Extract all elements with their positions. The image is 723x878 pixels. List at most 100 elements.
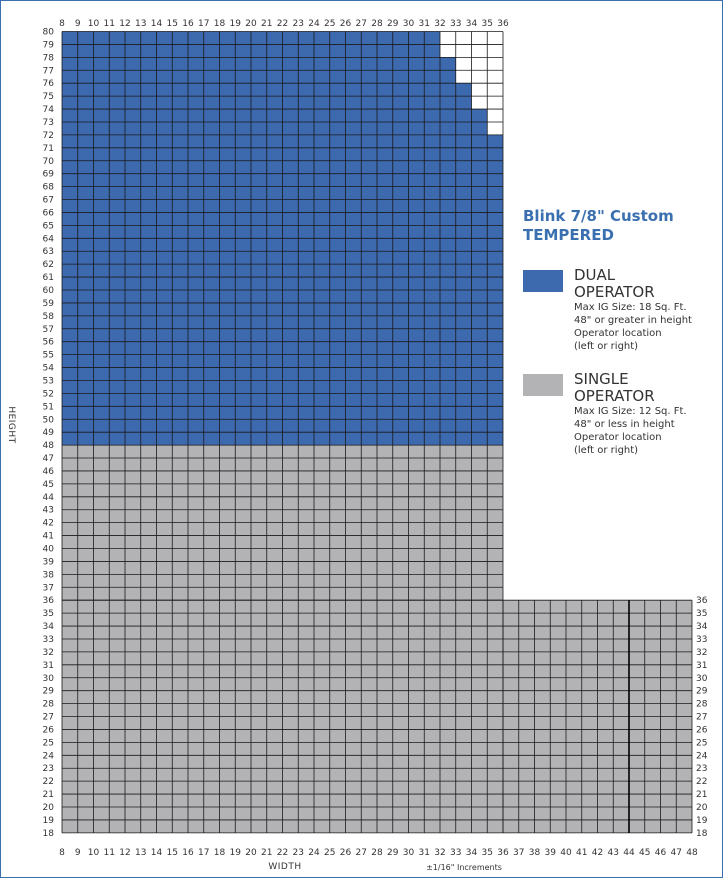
y-tick-left-52: 52: [43, 389, 54, 399]
x-tick-top-14: 14: [151, 19, 163, 29]
y-tick-right-19: 19: [696, 816, 708, 826]
x-tick-bottom-37: 37: [513, 848, 524, 858]
legend-text-dual: DUAL OPERATOR Max IG Size: 18 Sq. Ft. 48…: [574, 267, 719, 353]
legend-desc-dual-4: (left or right): [574, 341, 639, 352]
y-tick-right-23: 23: [696, 764, 707, 774]
y-tick-left-62: 62: [43, 260, 54, 270]
x-tick-bottom-32: 32: [434, 848, 445, 858]
y-tick-left-25: 25: [43, 738, 54, 748]
x-tick-bottom-19: 19: [230, 848, 242, 858]
x-tick-top-34: 34: [466, 19, 478, 29]
x-tick-top-8: 8: [59, 19, 65, 29]
x-tick-bottom-24: 24: [308, 848, 320, 858]
y-tick-left-68: 68: [43, 183, 55, 193]
x-tick-bottom-8: 8: [59, 848, 65, 858]
y-tick-left-72: 72: [43, 131, 54, 141]
y-tick-left-42: 42: [43, 519, 54, 529]
y-tick-left-24: 24: [43, 751, 55, 761]
y-tick-left-71: 71: [43, 144, 54, 154]
y-tick-left-58: 58: [43, 312, 55, 322]
x-tick-bottom-35: 35: [482, 848, 493, 858]
y-tick-left-50: 50: [43, 415, 55, 425]
x-tick-bottom-23: 23: [293, 848, 304, 858]
y-axis-title: HEIGHT: [6, 406, 16, 443]
chart-subtitle: TEMPERED: [523, 226, 614, 244]
y-tick-left-30: 30: [43, 674, 55, 684]
y-tick-left-60: 60: [43, 286, 55, 296]
legend-title: Blink 7/8" Custom TEMPERED: [523, 207, 713, 245]
y-tick-right-24: 24: [696, 751, 708, 761]
y-tick-left-70: 70: [43, 157, 55, 167]
y-tick-right-28: 28: [696, 700, 708, 710]
y-tick-right-20: 20: [696, 803, 708, 813]
x-tick-bottom-26: 26: [340, 848, 352, 858]
y-tick-left-49: 49: [43, 428, 55, 438]
legend-desc-single-1: Max IG Size: 12 Sq. Ft.: [574, 406, 687, 417]
legend-desc-dual-2: 48" or greater in height: [574, 315, 692, 326]
y-tick-right-18: 18: [696, 829, 708, 839]
x-tick-top-9: 9: [75, 19, 81, 29]
x-tick-bottom-9: 9: [75, 848, 81, 858]
legend-text-single: SINGLE OPERATOR Max IG Size: 12 Sq. Ft. …: [574, 371, 719, 457]
x-tick-top-16: 16: [182, 19, 194, 29]
y-tick-left-36: 36: [43, 596, 55, 606]
x-tick-bottom-21: 21: [261, 848, 272, 858]
y-tick-left-35: 35: [43, 609, 54, 619]
y-tick-left-63: 63: [43, 247, 54, 257]
x-tick-top-24: 24: [308, 19, 320, 29]
y-tick-left-23: 23: [43, 764, 54, 774]
x-tick-bottom-40: 40: [560, 848, 572, 858]
x-tick-top-20: 20: [245, 19, 257, 29]
x-tick-top-18: 18: [214, 19, 226, 29]
x-tick-top-25: 25: [324, 19, 335, 29]
y-tick-left-67: 67: [43, 196, 54, 206]
legend-desc-single-3: Operator location: [574, 432, 662, 443]
x-tick-bottom-34: 34: [466, 848, 478, 858]
x-tick-bottom-15: 15: [167, 848, 178, 858]
y-tick-left-20: 20: [43, 803, 55, 813]
x-tick-top-13: 13: [135, 19, 146, 29]
y-tick-left-65: 65: [43, 221, 54, 231]
y-tick-right-32: 32: [696, 648, 707, 658]
x-tick-bottom-31: 31: [419, 848, 430, 858]
x-tick-bottom-38: 38: [529, 848, 541, 858]
x-tick-top-23: 23: [293, 19, 304, 29]
x-tick-bottom-41: 41: [576, 848, 587, 858]
y-tick-left-44: 44: [43, 493, 55, 503]
x-tick-bottom-16: 16: [182, 848, 194, 858]
legend-desc-single-4: (left or right): [574, 445, 639, 456]
x-tick-top-29: 29: [387, 19, 399, 29]
y-tick-left-27: 27: [43, 713, 54, 723]
y-tick-right-30: 30: [696, 674, 708, 684]
legend-swatch-dual: [523, 270, 563, 292]
x-tick-bottom-42: 42: [592, 848, 603, 858]
y-tick-left-19: 19: [43, 816, 55, 826]
y-tick-left-33: 33: [43, 635, 54, 645]
x-tick-bottom-22: 22: [277, 848, 288, 858]
x-tick-bottom-45: 45: [639, 848, 650, 858]
x-tick-top-22: 22: [277, 19, 288, 29]
x-axis-title: WIDTH: [268, 862, 301, 872]
x-tick-bottom-33: 33: [450, 848, 461, 858]
y-tick-left-37: 37: [43, 583, 54, 593]
y-tick-left-80: 80: [43, 28, 55, 38]
y-tick-left-29: 29: [43, 687, 55, 697]
y-tick-left-43: 43: [43, 506, 54, 516]
y-tick-right-35: 35: [696, 609, 707, 619]
x-tick-top-15: 15: [167, 19, 178, 29]
x-tick-top-11: 11: [104, 19, 115, 29]
x-tick-bottom-39: 39: [545, 848, 557, 858]
y-tick-left-51: 51: [43, 402, 54, 412]
y-tick-left-77: 77: [43, 66, 54, 76]
x-tick-bottom-46: 46: [655, 848, 667, 858]
x-tick-top-17: 17: [198, 19, 209, 29]
x-tick-bottom-47: 47: [671, 848, 682, 858]
y-tick-left-56: 56: [43, 338, 55, 348]
y-tick-left-34: 34: [43, 622, 55, 632]
x-tick-bottom-25: 25: [324, 848, 335, 858]
x-tick-top-12: 12: [119, 19, 130, 29]
x-tick-top-31: 31: [419, 19, 430, 29]
x-tick-top-32: 32: [434, 19, 445, 29]
x-tick-bottom-13: 13: [135, 848, 146, 858]
